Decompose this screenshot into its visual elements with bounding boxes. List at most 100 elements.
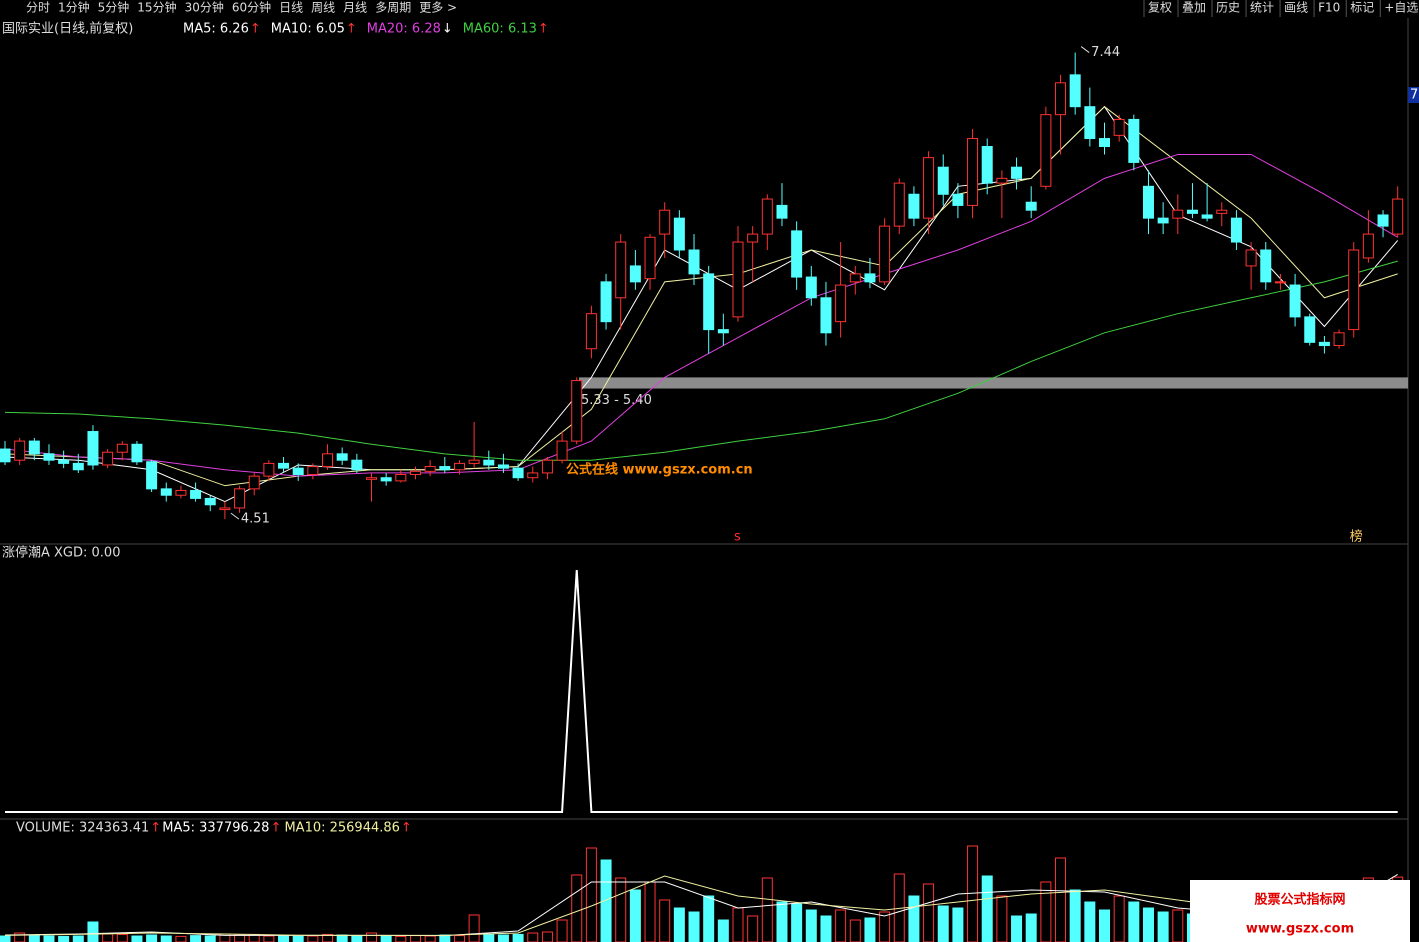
volume-bar <box>732 907 744 942</box>
toolbar-button[interactable]: 统计 <box>1250 1 1274 15</box>
volume-bar <box>791 903 803 942</box>
toolbar-tab[interactable]: 多周期 <box>375 1 411 15</box>
volume-bar <box>424 935 436 942</box>
volume-bar <box>175 935 187 942</box>
volume-bar <box>908 895 920 942</box>
candle-body <box>1362 233 1374 259</box>
toolbar-button[interactable]: F10 <box>1318 1 1340 15</box>
toolbar-tab[interactable]: 更多 > <box>419 1 457 15</box>
toolbar-button[interactable]: 历史 <box>1216 1 1240 15</box>
volume-bar <box>292 935 304 942</box>
candle-body <box>747 233 759 243</box>
candle-body <box>703 273 715 331</box>
ma-label: MA20: 6.28 <box>367 22 441 37</box>
toolbar-button[interactable]: 复权 <box>1148 1 1172 15</box>
toolbar-tab[interactable]: 1分钟 <box>58 0 90 15</box>
candle-body <box>424 466 436 472</box>
candle-body <box>102 451 114 466</box>
candle-body <box>219 507 231 511</box>
candle-body <box>893 182 905 227</box>
toolbar-button[interactable]: 标记 <box>1350 1 1374 15</box>
volume-bar <box>1157 911 1169 942</box>
toolbar-tab[interactable]: 月线 <box>343 1 367 15</box>
volume-bar <box>585 847 597 942</box>
candle-body <box>981 145 993 184</box>
volume-bar <box>14 932 26 942</box>
candle-body <box>234 488 246 509</box>
toolbar-tab[interactable]: 周线 <box>311 1 335 15</box>
volume-bar <box>1025 913 1037 942</box>
event-marker[interactable]: 榜 <box>1350 529 1363 545</box>
candle-body <box>1304 316 1316 343</box>
candle-body <box>1055 82 1067 116</box>
volume-bar <box>1084 901 1096 942</box>
indicator-title: 涨停潮A XGD: 0.00 <box>2 545 120 561</box>
candle-body <box>600 281 612 323</box>
candle-body <box>1377 214 1389 227</box>
candle-body <box>937 166 949 195</box>
volume-bar <box>1055 857 1067 942</box>
gap-band <box>579 377 1408 389</box>
toolbar-tab[interactable]: 30分钟 <box>185 0 224 15</box>
toolbar-button[interactable]: 画线 <box>1284 1 1308 15</box>
ma-line <box>4 106 1398 487</box>
candle-body <box>1392 198 1404 235</box>
candle-body <box>1274 281 1286 284</box>
volume-bar <box>351 935 363 942</box>
volume-bar <box>160 935 172 942</box>
extreme-pointer <box>1080 46 1090 53</box>
candle-body <box>996 177 1008 184</box>
toolbar-tab[interactable]: 5分钟 <box>98 0 130 15</box>
candle-body <box>131 443 143 463</box>
candle-body <box>468 459 480 464</box>
candle-body <box>923 157 935 219</box>
volume-bar <box>967 845 979 942</box>
candle-body <box>1260 249 1272 283</box>
volume-bar <box>263 935 275 942</box>
ma-label: MA10: 6.05 <box>271 22 345 37</box>
event-marker[interactable]: s <box>734 530 741 545</box>
candle-body <box>14 440 26 461</box>
volume-ma-label: MA10: 256944.86 <box>284 821 399 836</box>
volume-bar <box>937 905 949 942</box>
volume-bar <box>776 901 788 942</box>
watermark-box <box>1190 880 1410 942</box>
candle-body <box>160 488 172 496</box>
toolbar-tab[interactable]: 日线 <box>279 1 303 15</box>
volume-bar <box>659 899 671 942</box>
volume-title: VOLUME: 324363.41 <box>16 821 149 836</box>
ma-line <box>4 260 1398 461</box>
volume-bar <box>615 877 627 942</box>
volume-ma-line <box>4 874 1398 937</box>
toolbar-tab[interactable]: 15分钟 <box>137 0 176 15</box>
volume-bar <box>72 935 84 942</box>
candle-body <box>146 461 158 490</box>
watermark: 公式在线 www.gszx.com.cn <box>566 462 753 478</box>
toolbar-tab[interactable]: 分时 <box>26 1 50 15</box>
candle-body <box>1011 166 1023 179</box>
volume-bar <box>234 934 246 942</box>
toolbar-button[interactable]: 叠加 <box>1182 1 1206 15</box>
candle-body <box>292 467 304 476</box>
candle-body <box>835 284 847 323</box>
volume-bar <box>87 921 99 942</box>
candle-body <box>28 440 40 455</box>
candle-body <box>175 489 187 496</box>
candle-body <box>0 448 11 463</box>
toolbar-button[interactable]: +自选 <box>1384 1 1418 15</box>
volume-bar <box>629 889 641 942</box>
candle-body <box>439 466 451 471</box>
candle-body <box>820 297 832 334</box>
toolbar-tab[interactable]: 60分钟 <box>232 0 271 15</box>
candle-body <box>190 489 202 499</box>
ma-label: MA60: 6.13 <box>463 22 537 37</box>
volume-bar <box>1113 895 1125 942</box>
ma-label: MA5: 6.26 <box>183 22 249 37</box>
volume-bar <box>600 859 612 942</box>
candle-body <box>761 198 773 235</box>
candle-body <box>1216 209 1228 214</box>
candle-body <box>967 138 979 206</box>
candle-body <box>879 225 891 283</box>
volume-bar <box>380 935 392 942</box>
candle-body <box>351 459 363 471</box>
